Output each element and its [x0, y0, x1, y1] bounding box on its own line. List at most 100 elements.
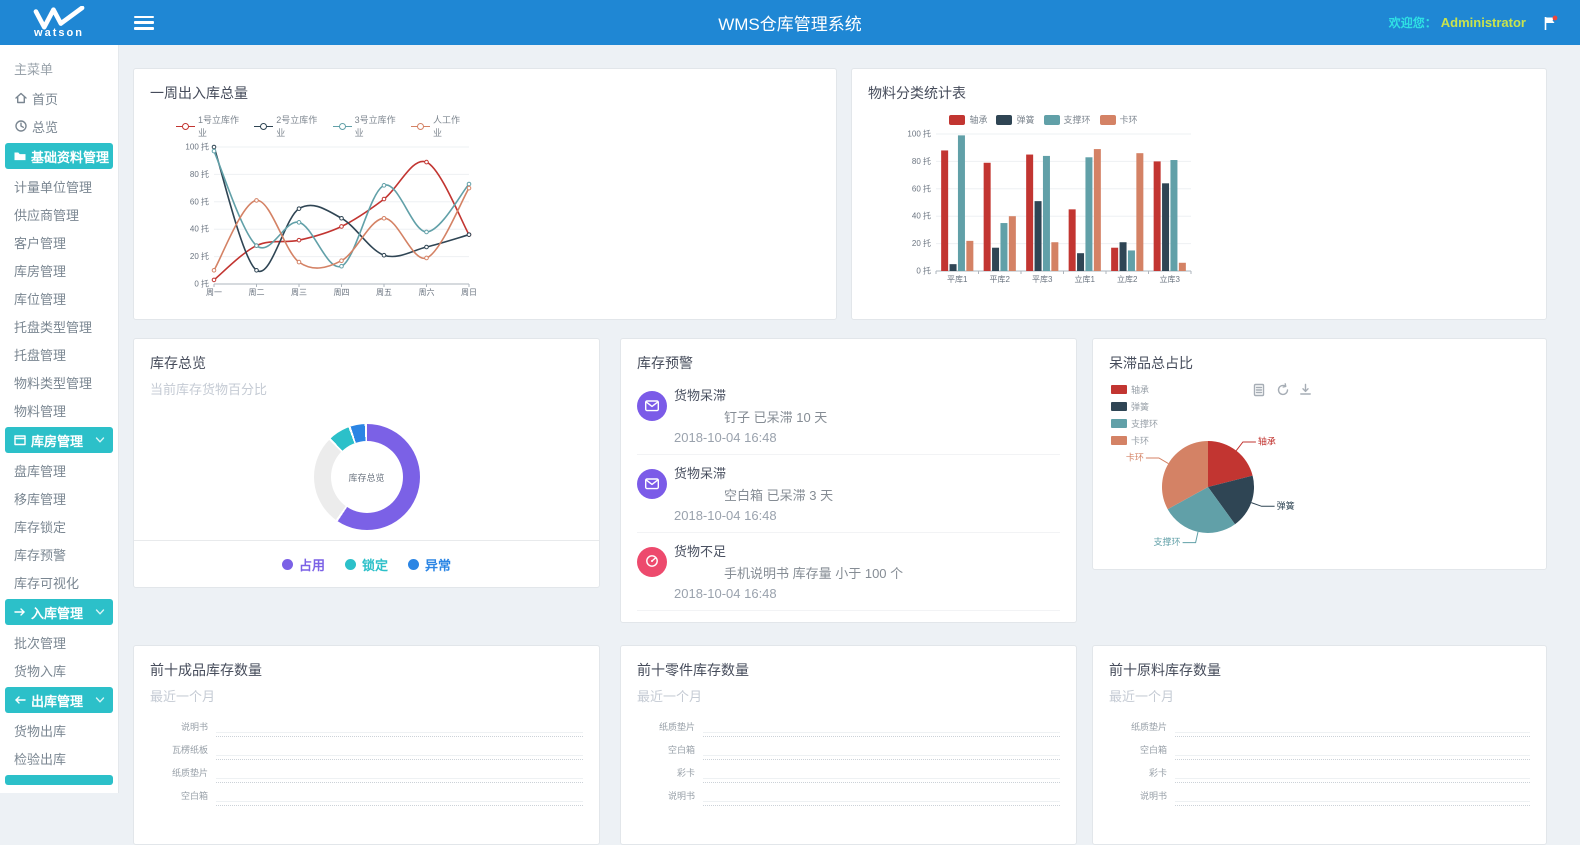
sidebar-item-4[interactable]: 供应商管理 — [0, 200, 118, 228]
legend-label: 人工作业 — [432, 115, 460, 138]
hbar-track — [216, 765, 575, 772]
arrow-right-icon — [14, 608, 25, 616]
alert-type: 货物呆滞 — [674, 466, 727, 481]
pie-legend-item[interactable]: 卡环 — [1111, 434, 1158, 447]
folder-icon — [14, 152, 26, 161]
sidebar-item-7[interactable]: 库位管理 — [0, 284, 118, 312]
hbar-track — [216, 788, 575, 795]
sidebar-item-15[interactable]: 库存锁定 — [0, 512, 118, 540]
sidebar-item-23[interactable]: 检验出库 — [0, 744, 118, 772]
chevron-down-icon — [95, 697, 105, 703]
sidebar-item-8[interactable]: 托盘类型管理 — [0, 312, 118, 340]
legend-item[interactable]: 3号立库作业 — [332, 113, 411, 139]
sidebar-item-13[interactable]: 盘库管理 — [0, 456, 118, 484]
download-icon[interactable] — [1299, 383, 1313, 397]
sidebar-item-2[interactable]: 基础资料管理 — [5, 143, 113, 169]
page-title: WMS仓库管理系统 — [718, 15, 862, 34]
svg-text:80 托: 80 托 — [912, 156, 931, 166]
sidebar-item-6[interactable]: 库房管理 — [0, 256, 118, 284]
legend-item[interactable]: 1号立库作业 — [176, 113, 254, 139]
notification-flag-icon[interactable] — [1542, 15, 1558, 31]
panel-top-finished: 前十成品库存数量 最近一个月 说明书 瓦楞纸板 纸质垫片 空白箱 — [133, 645, 600, 845]
top-raw-hbar-chart: 纸质垫片 空白箱 彩卡 说明书 — [1109, 719, 1530, 811]
svg-text:60 托: 60 托 — [912, 183, 931, 193]
panel-top-raw: 前十原料库存数量 最近一个月 纸质垫片 空白箱 彩卡 说明书 — [1092, 645, 1547, 845]
week-line-chart: 0 托 20 托 40 托 60 托 80 托 100 托周一 周二 周三 周四 周五 周六 周日 — [176, 139, 476, 307]
sidebar-item-9[interactable]: 托盘管理 — [0, 340, 118, 368]
sidebar-item-14[interactable]: 移库管理 — [0, 484, 118, 512]
panel-material-stats: 物料分类统计表 轴承 弹簧 支撑环 卡环 0 托 20 托 40 托 60 托 80 托 100… — [851, 68, 1547, 320]
panel-top-finished-title: 前十成品库存数量 — [150, 662, 262, 678]
username[interactable]: Administrator — [1440, 15, 1526, 30]
sidebar-item-3[interactable]: 计量单位管理 — [0, 172, 118, 200]
donut-legend-item[interactable]: 占用 — [281, 555, 325, 574]
sidebar-item-10[interactable]: 物料类型管理 — [0, 368, 118, 396]
legend-item[interactable]: 卡环 — [1099, 113, 1147, 126]
brand-logo: watson — [0, 0, 118, 45]
svg-text:平库3: 平库3 — [1032, 274, 1053, 284]
donut-legend-item[interactable]: 异常 — [408, 555, 451, 574]
watson-logo-icon — [33, 6, 85, 30]
panel-overview-title: 库存总览 — [150, 355, 206, 371]
sidebar-item-21[interactable]: 出库管理 — [5, 687, 113, 713]
pie-legend-item[interactable]: 支撑环 — [1111, 417, 1158, 430]
data-view-icon — [1253, 383, 1265, 397]
svg-text:60 托: 60 托 — [190, 196, 209, 206]
hbar-track — [703, 742, 1052, 749]
legend-label: 1号立库作业 — [197, 115, 239, 138]
sidebar-item-1[interactable]: 总览 — [0, 112, 118, 140]
menu-toggle-icon[interactable] — [134, 15, 154, 30]
legend-item[interactable]: 2号立库作业 — [254, 113, 332, 139]
sidebar-item-label: 库房管理 — [14, 263, 67, 279]
hbar-row: 说明书 — [1109, 788, 1530, 811]
sidebar-item-5[interactable]: 客户管理 — [0, 228, 118, 256]
hbar-row: 彩卡 — [637, 765, 1060, 788]
svg-text:20 托: 20 托 — [912, 238, 931, 248]
svg-text:0 托: 0 托 — [916, 266, 931, 276]
sidebar-item-label: 入库管理 — [31, 605, 84, 621]
alert-message: 钉子 已呆滞 10 天 — [724, 410, 828, 425]
legend-item[interactable]: 人工作业 — [411, 113, 476, 139]
sidebar-item-12[interactable]: 库房管理 — [5, 427, 113, 453]
sidebar-item-22[interactable]: 货物出库 — [0, 716, 118, 744]
legend-item[interactable]: 轴承 — [949, 113, 996, 126]
legend-dot — [281, 558, 293, 570]
sidebar-item-18[interactable]: 入库管理 — [5, 599, 113, 625]
hbar-track — [216, 719, 575, 726]
pie-legend-item[interactable]: 弹簧 — [1111, 400, 1158, 413]
data-view-icon[interactable] — [1253, 383, 1267, 397]
svg-text:周一: 周一 — [206, 288, 222, 297]
alert-time: 2018-10-04 16:48 — [674, 430, 777, 445]
hbar-track — [216, 742, 575, 749]
sidebar-item-label: 物料类型管理 — [14, 375, 93, 391]
panel-top-finished-subtitle: 最近一个月 — [150, 689, 216, 704]
week-chart-legend: 1号立库作业 2号立库作业 3号立库作业 人工作业 — [176, 113, 476, 139]
sidebar-item-0[interactable]: 首页 — [0, 84, 118, 112]
legend-label: 轴承 — [969, 115, 988, 125]
sidebar-item-19[interactable]: 批次管理 — [0, 628, 118, 656]
panel-week-title: 一周出入库总量 — [150, 85, 248, 101]
legend-item[interactable]: 支撑环 — [1043, 113, 1100, 126]
refresh-icon[interactable] — [1276, 383, 1290, 397]
sidebar-item-11[interactable]: 物料管理 — [0, 396, 118, 424]
svg-text:周六: 周六 — [419, 287, 435, 297]
legend-label: 2号立库作业 — [276, 115, 318, 138]
hbar-row: 纸质垫片 — [1109, 719, 1530, 742]
inventory-donut-chart: 库存总览 — [313, 424, 420, 530]
top-parts-hbar-chart: 纸质垫片 空白箱 彩卡 说明书 — [637, 719, 1060, 811]
sidebar-item-20[interactable]: 货物入库 — [0, 656, 118, 684]
legend-item[interactable]: 弹簧 — [996, 113, 1043, 126]
sidebar-item-17[interactable]: 库存可视化 — [0, 568, 118, 596]
box-icon — [14, 435, 26, 446]
sidebar-item-label: 库位管理 — [14, 291, 67, 307]
legend-line-marker — [176, 122, 195, 130]
svg-text:周四: 周四 — [334, 288, 350, 297]
svg-text:周二: 周二 — [249, 288, 265, 297]
legend-line-marker — [411, 122, 430, 130]
panel-inventory-warning: 库存预警 货物呆滞 钉子 已呆滞 10 天 2018-10-04 16:48 货物呆滞… — [620, 338, 1077, 623]
pie-legend-item[interactable]: 轴承 — [1111, 383, 1158, 396]
donut-legend-item[interactable]: 锁定 — [344, 555, 388, 574]
sidebar-item-24[interactable] — [5, 775, 113, 785]
sidebar-item-16[interactable]: 库存预警 — [0, 540, 118, 568]
